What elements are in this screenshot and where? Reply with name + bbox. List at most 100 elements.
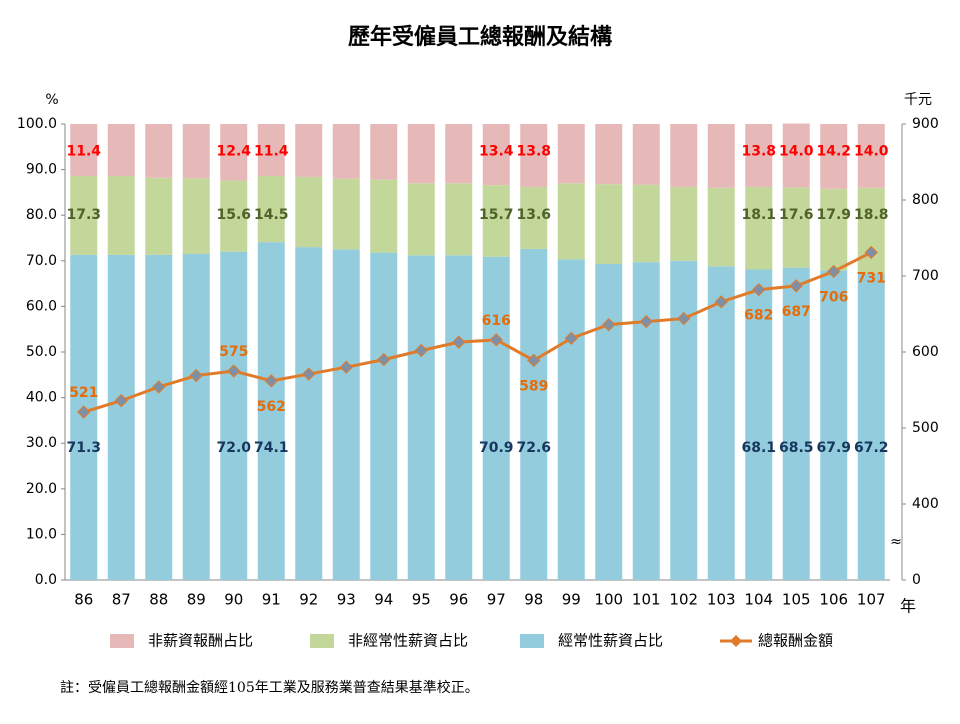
data-label: 11.4 <box>66 143 101 159</box>
bar-segment <box>107 254 135 580</box>
bar-segment <box>745 269 773 580</box>
bar-segment <box>220 251 248 580</box>
bar-segment <box>145 124 173 178</box>
x-tick-label: 102 <box>669 591 698 609</box>
bar-segment <box>370 252 398 581</box>
legend-label: 總報酬金額 <box>758 632 833 650</box>
bar-segment <box>482 124 510 186</box>
bar-segment <box>707 124 735 188</box>
bar-segment <box>595 263 623 580</box>
bar-segment <box>145 177 173 255</box>
data-label: 15.7 <box>479 207 514 223</box>
bar-segment <box>295 247 323 580</box>
bar-segment <box>407 255 435 580</box>
line-marker <box>677 311 691 326</box>
bar-segment <box>670 186 698 261</box>
chart-title: 歷年受僱員工總報酬及結構 <box>348 24 612 50</box>
data-label: 18.1 <box>741 207 776 223</box>
y-tick-label: 90.0 <box>26 162 57 178</box>
bar-segment <box>632 262 660 580</box>
bar-segment <box>407 183 435 256</box>
legend-swatch <box>110 634 134 648</box>
data-label: 72.0 <box>216 440 251 456</box>
data-label: 17.3 <box>66 207 101 223</box>
legend-label: 非經常性薪資占比 <box>348 632 468 650</box>
data-label: 70.9 <box>479 440 514 456</box>
bar-segment <box>745 124 773 187</box>
y2-tick-label: 0 <box>912 572 921 588</box>
bar-segment <box>107 124 135 176</box>
bar-segment <box>745 186 773 270</box>
data-label: 13.8 <box>741 143 776 159</box>
bar-segment <box>295 124 323 177</box>
legend-label: 經常性薪資占比 <box>558 632 663 650</box>
line-marker <box>189 368 203 383</box>
bar-segment <box>107 175 135 255</box>
data-label: 562 <box>257 399 286 415</box>
y-tick-label: 20.0 <box>26 481 57 497</box>
bar-segment <box>220 180 248 252</box>
y-tick-label: 70.0 <box>26 253 57 269</box>
bar-segment <box>257 175 285 243</box>
bar-segment <box>520 124 548 187</box>
y-tick-label: 60.0 <box>26 298 57 314</box>
bar-segment <box>482 256 510 580</box>
x-tick-label: 101 <box>632 591 661 609</box>
bar-segment <box>257 124 285 176</box>
data-label: 687 <box>782 304 811 320</box>
x-tick-label: 95 <box>412 591 431 609</box>
legend-swatch <box>730 635 742 647</box>
data-label: 12.4 <box>216 143 251 159</box>
data-label: 68.1 <box>741 440 776 456</box>
y-tick-label: 40.0 <box>26 390 57 406</box>
bar-segment <box>857 187 885 274</box>
y2-tick-label: 800 <box>912 192 939 208</box>
bar-segment <box>632 124 660 185</box>
note: 註：受僱員工總報酬金額經105年工業及服務業普查結果基準校正。 <box>60 679 479 696</box>
line-marker <box>152 380 166 394</box>
x-tick-label: 98 <box>524 591 543 609</box>
bar-segment <box>820 188 848 271</box>
x-unit: 年 <box>900 597 916 616</box>
line-marker <box>714 295 728 309</box>
data-label: 11.4 <box>254 143 289 159</box>
x-tick-label: 93 <box>337 591 356 609</box>
bar-segment <box>182 253 210 580</box>
bar-segment <box>820 270 848 580</box>
data-label: 13.6 <box>516 207 551 223</box>
bar-segment <box>482 185 510 257</box>
y-tick-label: 50.0 <box>26 344 57 360</box>
data-label: 17.6 <box>779 207 814 223</box>
line-marker <box>227 364 241 378</box>
x-tick-label: 91 <box>262 591 281 609</box>
data-label: 15.6 <box>216 207 251 223</box>
data-label: 67.9 <box>816 440 851 456</box>
y-tick-label: 100.0 <box>17 116 57 132</box>
y-unit: % <box>45 92 58 108</box>
x-tick-label: 87 <box>112 591 131 609</box>
data-label: 521 <box>69 385 98 401</box>
x-tick-label: 96 <box>449 591 468 609</box>
data-label: 706 <box>819 289 848 305</box>
y2-tick-label: 700 <box>912 268 939 284</box>
bar-segment <box>670 124 698 187</box>
data-label: 13.4 <box>479 143 514 159</box>
axis-break: ≈ <box>890 534 902 550</box>
line <box>83 251 872 414</box>
bar-segment <box>407 124 435 184</box>
data-label: 17.9 <box>816 207 851 223</box>
line-marker <box>377 352 391 367</box>
bar-segment <box>857 273 885 580</box>
bar-segment <box>70 124 98 176</box>
bar-segment <box>257 242 285 580</box>
x-tick-label: 106 <box>819 591 848 609</box>
bar-segment <box>182 124 210 179</box>
data-label: 14.0 <box>854 143 889 159</box>
x-tick-label: 104 <box>744 591 773 609</box>
x-tick-label: 88 <box>149 591 168 609</box>
x-tick-label: 100 <box>594 591 623 609</box>
line-marker <box>639 314 653 329</box>
y2-tick-label: 900 <box>912 116 939 132</box>
data-label: 682 <box>744 308 773 324</box>
bar-segment <box>557 183 585 260</box>
